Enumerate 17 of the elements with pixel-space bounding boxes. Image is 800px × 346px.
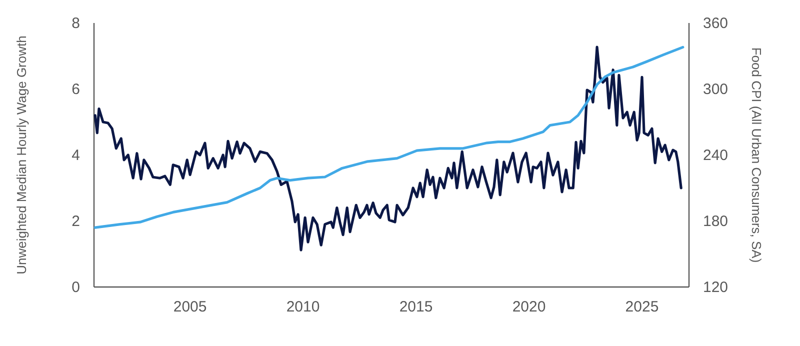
y2-tick-label: 300 [703,80,728,98]
y-tick-label: 8 [72,14,80,32]
y2-tick-label: 240 [703,146,728,164]
y2-tick-label: 360 [703,14,728,32]
y-tick-label: 4 [72,146,80,164]
x-tick-label: 2005 [173,298,207,316]
y2-axis-title: Food CPI (All Urban Consumers, SA) [749,47,764,263]
y-tick-label: 2 [72,212,80,230]
x-tick-label: 2015 [399,298,433,316]
x-tick-label: 2010 [286,298,320,316]
y2-tick-label: 120 [703,278,728,296]
y-tick-label: 0 [72,278,80,296]
y2-tick-label: 180 [703,212,728,230]
y-axis-title: Unweighted Median Hourly Wage Growth [14,36,29,274]
x-tick-label: 2025 [625,298,659,316]
x-tick-label: 2020 [512,298,546,316]
y-tick-label: 6 [72,80,80,98]
